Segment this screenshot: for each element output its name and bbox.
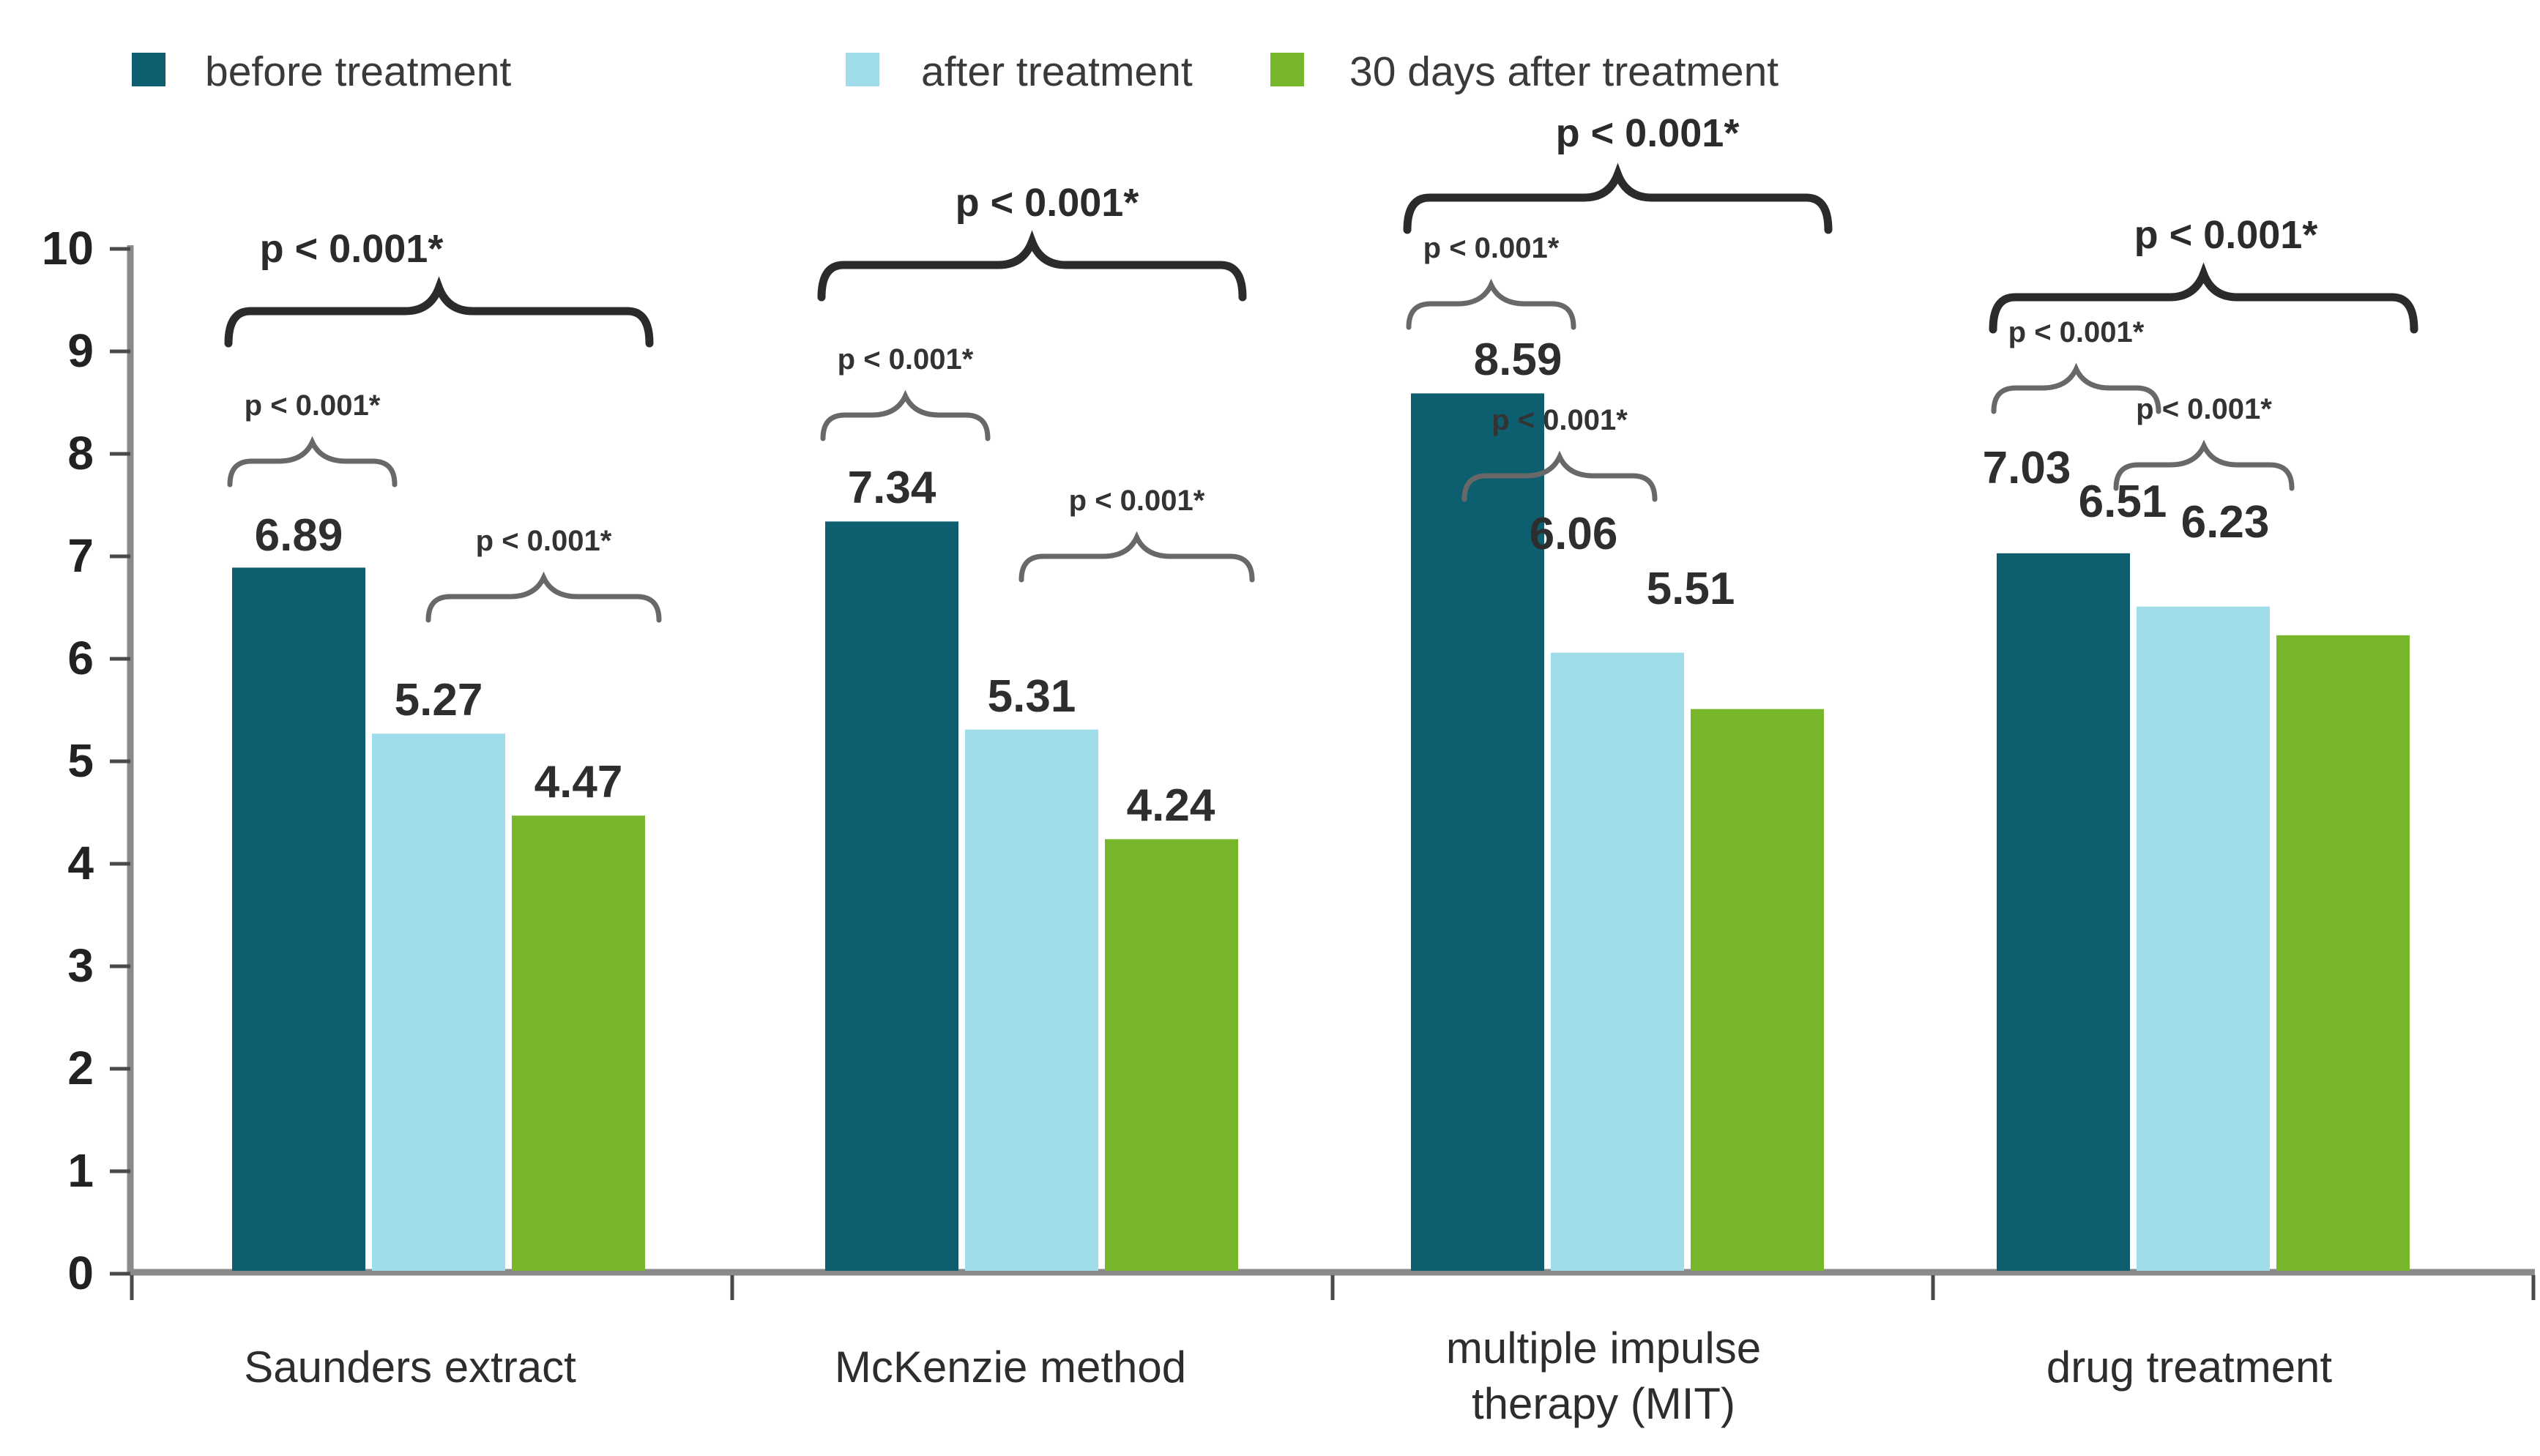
p-value-before-vs-after-saunders-extract: p < 0.001* (245, 389, 381, 422)
p-value-before-vs-after-drug-treatment: p < 0.001* (2008, 316, 2145, 348)
value-label-before-treatment-multiple-impulse-therapy-mit: 8.59 (1474, 335, 1563, 385)
p-value-after-vs-30days-saunders-extract: p < 0.001* (476, 525, 612, 557)
p-value-before-vs-after-multiple-impulse-therapy-mit: p < 0.001* (1423, 232, 1560, 264)
brace-after-vs-30days-multiple-impulse-therapy-mit (1461, 450, 1658, 502)
value-label-after-treatment-drug-treatment: 6.51 (2079, 477, 2167, 527)
brace-before-vs-after-drug-treatment (1991, 362, 2161, 414)
value-label-after-treatment-saunders-extract: 5.27 (395, 675, 483, 725)
p-value-after-vs-30days-multiple-impulse-therapy-mit: p < 0.001* (1491, 404, 1628, 436)
x-axis-label-drug-treatment: drug treatment (2046, 1343, 2333, 1392)
bar-30-days-after-treatment-mckenzie-method (1105, 839, 1238, 1271)
y-tick-label-5: 5 (67, 734, 94, 787)
bar-before-treatment-saunders-extract (232, 567, 365, 1271)
x-axis-line (127, 1269, 2535, 1276)
value-label-30-days-after-treatment-mckenzie-method: 4.24 (1127, 780, 1215, 831)
y-tick-label-0: 0 (67, 1247, 94, 1299)
y-tick-label-1: 1 (67, 1144, 94, 1197)
y-tick-label-4: 4 (67, 837, 94, 889)
bar-before-treatment-multiple-impulse-therapy-mit (1411, 393, 1544, 1271)
p-value-before-vs-30days-drug-treatment: p < 0.001* (2134, 213, 2318, 257)
value-label-30-days-after-treatment-saunders-extract: 4.47 (535, 757, 623, 807)
brace-before-vs-30days-multiple-impulse-therapy-mit (1403, 163, 1833, 234)
y-tick-label-8: 8 (67, 427, 94, 479)
y-tick-label-9: 9 (67, 324, 94, 377)
brace-after-vs-30days-mckenzie-method (1018, 531, 1255, 583)
value-label-before-treatment-drug-treatment: 7.03 (1983, 443, 2071, 493)
p-value-before-vs-30days-saunders-extract: p < 0.001* (260, 227, 444, 271)
brace-before-vs-after-mckenzie-method (820, 389, 991, 441)
p-value-after-vs-30days-drug-treatment: p < 0.001* (2136, 393, 2272, 425)
bar-after-treatment-mckenzie-method (965, 729, 1098, 1271)
y-tick-label-3: 3 (67, 939, 94, 992)
p-value-after-vs-30days-mckenzie-method: p < 0.001* (1069, 485, 1205, 517)
p-value-before-vs-30days-multiple-impulse-therapy-mit: p < 0.001* (1556, 111, 1740, 155)
bar-before-treatment-drug-treatment (1997, 553, 2130, 1271)
y-tick-label-7: 7 (67, 529, 94, 582)
legend-swatch-after-treatment (846, 53, 879, 86)
brace-after-vs-30days-drug-treatment (2113, 439, 2295, 491)
brace-before-vs-after-saunders-extract (227, 436, 398, 488)
bar-after-treatment-multiple-impulse-therapy-mit (1551, 652, 1684, 1271)
legend-swatch-30-days-after-treatment (1270, 53, 1304, 86)
legend-label-30-days-after-treatment: 30 days after treatment (1349, 48, 1779, 95)
brace-before-vs-30days-mckenzie-method (817, 230, 1247, 302)
p-value-before-vs-30days-mckenzie-method: p < 0.001* (956, 181, 1139, 225)
legend-label-before-treatment: before treatment (205, 48, 511, 95)
value-label-30-days-after-treatment-multiple-impulse-therapy-mit: 5.51 (1647, 564, 1735, 614)
bar-30-days-after-treatment-drug-treatment (2276, 635, 2410, 1271)
brace-before-vs-30days-drug-treatment (1989, 262, 2418, 334)
bar-30-days-after-treatment-saunders-extract (512, 815, 645, 1271)
value-label-30-days-after-treatment-drug-treatment: 6.23 (2181, 497, 2270, 548)
bar-before-treatment-mckenzie-method (825, 521, 958, 1271)
brace-before-vs-30days-saunders-extract (224, 276, 654, 348)
value-label-before-treatment-mckenzie-method: 7.34 (848, 463, 936, 513)
x-axis-label-multiple-impulse-therapy-mit: multiple impulse therapy (MIT) (1446, 1324, 1761, 1428)
bar-30-days-after-treatment-multiple-impulse-therapy-mit (1691, 709, 1824, 1271)
bar-after-treatment-saunders-extract (372, 733, 505, 1271)
value-label-after-treatment-multiple-impulse-therapy-mit: 6.06 (1530, 509, 1618, 559)
value-label-after-treatment-mckenzie-method: 5.31 (988, 671, 1076, 722)
y-tick-label-2: 2 (67, 1042, 94, 1094)
p-value-before-vs-after-mckenzie-method: p < 0.001* (838, 343, 974, 376)
brace-before-vs-after-multiple-impulse-therapy-mit (1406, 278, 1576, 330)
x-axis-label-mckenzie-method: McKenzie method (835, 1343, 1186, 1392)
brace-after-vs-30days-saunders-extract (425, 571, 662, 623)
legend-label-after-treatment: after treatment (921, 48, 1193, 95)
y-tick-label-10: 10 (42, 222, 94, 275)
y-tick-label-6: 6 (67, 632, 94, 684)
value-label-before-treatment-saunders-extract: 6.89 (255, 510, 343, 561)
legend-swatch-before-treatment (132, 53, 165, 86)
x-axis-label-saunders-extract: Saunders extract (244, 1343, 576, 1392)
bar-after-treatment-drug-treatment (2137, 606, 2270, 1271)
